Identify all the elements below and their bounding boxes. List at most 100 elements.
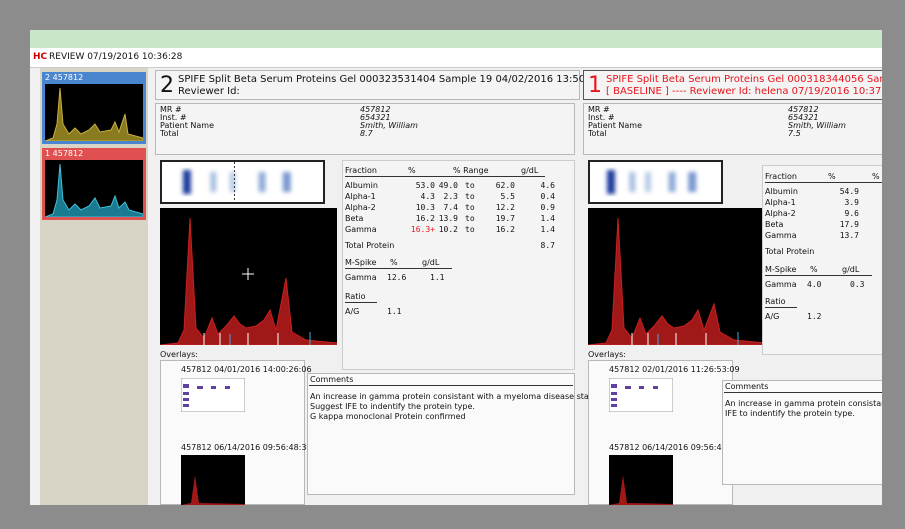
panel-number: 1 [588,75,602,97]
fraction-gdl: 1.4 [495,215,555,223]
page: HC REVIEW 07/19/2016 10:36:28 2 457812 1… [0,0,905,529]
thumb-card[interactable]: 1 457812 [42,148,146,220]
fraction-low: 2.3 [398,193,458,201]
fraction-name: Gamma [765,232,797,240]
comments-box [722,380,882,485]
overlay-item: 457812 06/14/2016 09:56:48:31 [181,444,312,452]
fraction-gdl: 4.6 [495,182,555,190]
total-protein-label: Total Protein [765,248,814,256]
top-bar [30,30,882,48]
electropherogram [588,208,765,345]
mspike-pct: 4.0 [807,281,821,289]
fraction-low: 7.4 [398,204,458,212]
mspike-name: Gamma [765,281,797,289]
panel-subheader: [ BASELINE ] ---- Reviewer Id: helena 07… [606,87,882,97]
overlay-item: 457812 04/01/2016 14:00:26:06 [181,366,312,374]
fraction-low: 13.9 [845,221,882,229]
info-value: 8.7 [360,130,373,138]
mspike-header: % [810,266,818,274]
table-header: % [408,167,416,175]
ratio-label: Ratio [765,298,786,306]
thumb-label: 2 457812 [45,74,83,82]
mspike-header: % [390,259,398,267]
app-icon: HC [33,53,47,62]
table-header: % Range [453,167,489,175]
mspike-name: Gamma [345,274,377,282]
fraction-name: Alpha-1 [345,193,376,201]
title-bar: HC REVIEW 07/19/2016 10:36:28 [30,48,882,68]
fraction-name: Alpha-2 [345,204,376,212]
mspike-pct: 12.6 [387,274,406,282]
comments-label: Comments [310,376,353,384]
mspike-header: g/dL [422,259,439,267]
sidebar: 2 457812 1 457812 [40,68,148,505]
thumb-label: 1 457812 [45,150,83,158]
underline [765,182,882,183]
comments-label: Comments [725,383,768,391]
mspike-gdl: 0.3 [850,281,864,289]
fraction-name: Alpha-1 [765,199,796,207]
underline [765,307,797,308]
overlay-gel [181,378,245,412]
electropherogram [160,208,337,345]
fraction-name: Beta [765,221,783,229]
overlay-curve [181,455,245,505]
overlays-label: Overlays: [588,351,626,359]
gel-bands [590,162,721,202]
thumb-curve [45,160,143,217]
total-protein-value: 8.7 [495,242,555,250]
fraction-name: Albumin [345,182,378,190]
panel-header: SPIFE Split Beta Serum Proteins Gel 0003… [178,75,617,85]
underline [345,268,452,269]
ratio-value: 1.1 [387,308,401,316]
fraction-low: 49.0 [398,182,458,190]
ratio-label: Ratio [345,293,366,301]
comment-line: IFE to indentify the protein type. [725,410,855,418]
fraction-name: Alpha-2 [765,210,796,218]
fraction-low: 2.3 [845,199,882,207]
underline [724,392,882,393]
overlay-gel [609,378,673,412]
ratio-name: A/G [345,308,359,316]
table-header: Fraction [345,167,377,175]
mspike-header: M-Spike [765,266,796,274]
fraction-low: 7.4 [845,210,882,218]
underline [765,275,872,276]
fraction-low: 10.2 [845,232,882,240]
mspike-header: M-Spike [345,259,376,267]
table-header: % [828,173,836,181]
fraction-gdl: 1.4 [495,226,555,234]
window: HC REVIEW 07/19/2016 10:36:28 2 457812 1… [30,30,882,505]
overlay-item: 457812 06/14/2016 09:56:48:32 [609,444,740,452]
fraction-low: 49.0 [845,188,882,196]
total-protein-label: Total Protein [345,242,394,250]
info-label: Total [160,130,179,138]
overlay-curve [609,455,673,505]
underline [309,385,573,386]
panel-header: SPIFE Split Beta Serum Proteins Gel 0003… [606,75,882,85]
fraction-name: Gamma [345,226,377,234]
overlay-item: 457812 02/01/2016 11:26:53:09 [609,366,740,374]
thumb-card[interactable]: 2 457812 [42,72,146,144]
thumb-curve [45,84,143,141]
panel-subheader: Reviewer Id: [178,87,240,97]
mspike-header: g/dL [842,266,859,274]
fraction-gdl: 0.9 [495,204,555,212]
fraction-name: Beta [345,215,363,223]
table-header: Fraction [765,173,797,181]
panel-number: 2 [160,75,174,97]
underline [345,302,377,303]
gel-bands [162,162,323,202]
ratio-value: 1.2 [807,313,821,321]
window-title: REVIEW 07/19/2016 10:36:28 [49,53,182,62]
underline [345,176,545,177]
info-label: Total [588,130,607,138]
comment-line: An increase in gamma protein consistant … [725,400,882,408]
fraction-low: 10.2 [398,226,458,234]
comment-line: An increase in gamma protein consistant … [310,393,599,401]
info-value: 7.5 [788,130,801,138]
fraction-gdl: 0.4 [495,193,555,201]
fraction-low: 13.9 [398,215,458,223]
overlays-label: Overlays: [160,351,198,359]
fraction-name: Albumin [765,188,798,196]
